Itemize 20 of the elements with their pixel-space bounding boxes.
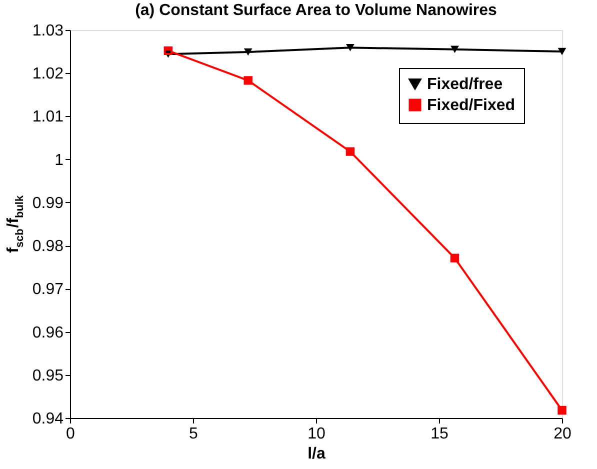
x-tick-label: 20 — [554, 426, 572, 442]
x-tick-label: 15 — [430, 426, 448, 442]
x-tick-label: 10 — [308, 426, 326, 442]
y-tick-label: 1.03 — [32, 22, 64, 40]
legend-label: Fixed/Fixed — [427, 97, 516, 114]
y-tick-label: 0.96 — [32, 324, 64, 342]
x-tick-label: 5 — [189, 426, 198, 442]
y-axis-title: fscb/fbulk — [5, 194, 26, 253]
y-tick-label: 0.99 — [32, 194, 64, 212]
y-tick-label: 0.95 — [32, 367, 64, 384]
y-tick-label: 1.01 — [32, 108, 64, 126]
x-axis-title: l/a — [308, 446, 326, 462]
legend-label: Fixed/free — [427, 76, 503, 93]
y-tick-label: 1 — [54, 152, 64, 169]
y-tick-label: 0.98 — [32, 238, 64, 256]
y-tick-label: 0.94 — [32, 410, 64, 428]
y-tick-label: 0.97 — [32, 281, 64, 298]
x-tick-label: 0 — [66, 426, 76, 442]
chart-title: (a) Constant Surface Area to Volume Nanowires — [135, 2, 498, 19]
y-tick-label: 1.02 — [32, 66, 64, 83]
